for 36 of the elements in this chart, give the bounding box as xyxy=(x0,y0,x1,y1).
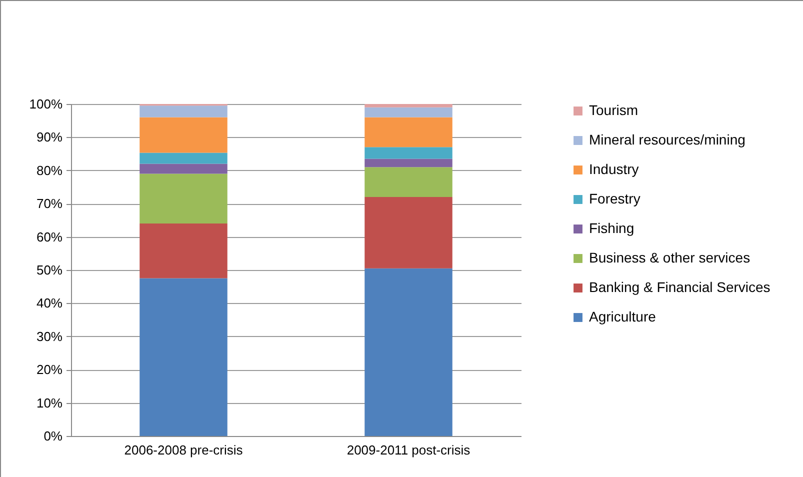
bar xyxy=(364,268,452,436)
y-tick-label: 50% xyxy=(36,262,63,278)
y-tick-label: 20% xyxy=(36,362,63,378)
bar xyxy=(140,106,228,118)
bar xyxy=(140,278,228,436)
bar xyxy=(140,224,228,278)
bar xyxy=(140,152,228,164)
bar xyxy=(364,117,452,148)
legend-label: Banking & Financial Services xyxy=(589,279,770,295)
legend-label: Industry xyxy=(589,161,639,177)
y-tick-label: 80% xyxy=(36,162,63,178)
y-tick-label: 70% xyxy=(36,196,63,212)
y-tick-label: 40% xyxy=(36,296,63,311)
y-tick-label: 10% xyxy=(36,395,63,410)
y-tick-label: 90% xyxy=(36,130,63,145)
legend-label: Fishing xyxy=(589,220,634,236)
legend-label: Agriculture xyxy=(589,308,656,324)
bar xyxy=(364,158,452,168)
x-tick-label: 2009-2011 post-crisis xyxy=(346,442,471,458)
legend-label: Mineral resources/mining xyxy=(589,132,746,148)
legend-label: Business & other services xyxy=(589,250,750,266)
y-tick-label: 100% xyxy=(29,96,63,112)
bar xyxy=(364,147,452,159)
legend-label: Forestry xyxy=(589,190,640,206)
bar xyxy=(140,164,228,174)
bar xyxy=(364,196,452,268)
y-tick-label: 60% xyxy=(36,229,63,244)
x-tick-label: 2006-2008 pre-crisis xyxy=(124,442,244,458)
y-tick-label: 0% xyxy=(44,428,63,444)
y-tick-label: 30% xyxy=(36,328,63,344)
legend-label: Tourism xyxy=(589,102,638,118)
bar xyxy=(140,174,228,224)
bar xyxy=(140,117,228,153)
bar xyxy=(364,167,452,197)
bar xyxy=(364,107,452,118)
bar xyxy=(364,104,452,108)
